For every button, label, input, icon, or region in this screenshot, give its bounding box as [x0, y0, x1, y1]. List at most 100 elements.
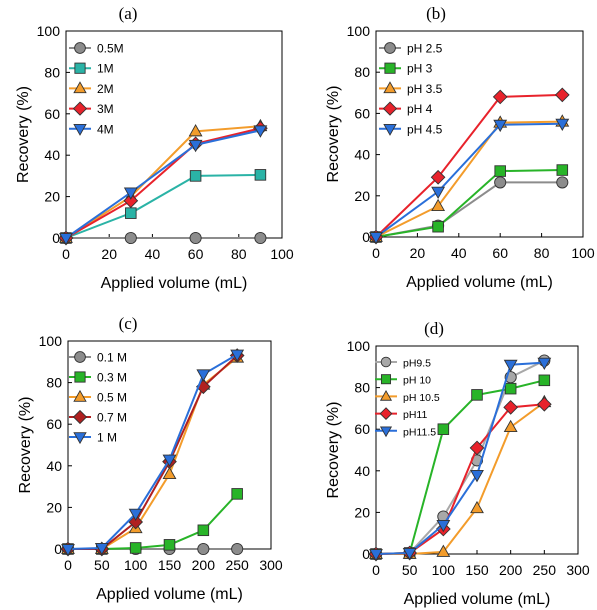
legend-label: 0.1 M	[97, 351, 127, 365]
data-point	[124, 231, 137, 245]
data-point	[188, 124, 203, 137]
y-tick-label: 0	[54, 541, 62, 557]
data-point	[402, 548, 417, 561]
legend-label: 0.3 M	[97, 371, 127, 385]
y-tick-label: 60	[354, 421, 370, 437]
legend-marker	[380, 374, 392, 385]
data-point	[503, 419, 518, 433]
legend-a: 0.5M 1M 2M 3M 4M	[69, 42, 124, 136]
series-4m	[59, 125, 268, 246]
y-tick-label: 100	[37, 23, 61, 39]
data-point	[431, 186, 446, 200]
data-point	[231, 542, 244, 556]
series-line	[376, 401, 545, 555]
x-axis-title-d: Applied volume (mL)	[404, 591, 551, 608]
data-point	[471, 389, 483, 401]
x-tick-label: 50	[402, 562, 418, 578]
data-point	[492, 89, 508, 105]
data-point	[162, 454, 177, 467]
data-point	[123, 193, 139, 209]
x-tick-label: 200	[499, 562, 523, 578]
legend-marker	[384, 42, 396, 54]
y-axis-title-d: Recovery (%)	[325, 402, 342, 499]
series-line	[375, 169, 563, 238]
legend-b: pH 2.5 pH 3 pH 3.5 pH 4 pH 4.5	[379, 42, 443, 136]
data-point	[431, 198, 446, 212]
panel-letter-a: (a)	[119, 4, 138, 23]
y-tick-label: 80	[46, 375, 62, 391]
series-3m	[58, 120, 268, 246]
data-point	[470, 470, 484, 483]
data-point	[61, 544, 75, 557]
data-point	[231, 488, 243, 500]
legend-label: 0.7 M	[97, 411, 127, 425]
y-tick-label: 100	[347, 338, 371, 354]
data-point	[432, 220, 444, 233]
series-ph11.5	[369, 357, 552, 562]
legend-d: pH9.5 pH 10 pH 10.5 pH11 pH11.5	[375, 356, 440, 438]
data-point	[196, 369, 211, 382]
x-tick-label: 300	[259, 557, 283, 573]
data-point	[554, 87, 570, 103]
x-tick-label: 0	[62, 246, 70, 262]
x-tick-label: 60	[188, 246, 204, 262]
legend-label: pH 3	[407, 62, 433, 76]
series-line	[375, 122, 563, 238]
data-point	[123, 187, 138, 200]
panel-a: (a) 0 20 40 60 80 100 0 20 40 60 80 100 Applied volum…	[15, 4, 294, 292]
series-line	[65, 125, 261, 239]
legend-marker	[383, 124, 397, 136]
data-point	[536, 396, 552, 412]
data-point	[469, 440, 485, 456]
data-point	[430, 169, 446, 185]
x-tick-label: 20	[410, 245, 426, 261]
series-1m	[60, 169, 267, 244]
data-point	[493, 119, 508, 133]
x-tick-label: 80	[231, 246, 247, 262]
legend-label: pH 2.5	[407, 42, 443, 56]
panel-letter-c: (c)	[119, 314, 138, 333]
y-tick-label: 40	[354, 147, 370, 163]
legend-marker	[380, 356, 392, 368]
data-point	[163, 539, 176, 551]
legend-label: 3M	[97, 102, 114, 116]
data-point	[503, 400, 519, 415]
data-point	[369, 232, 383, 245]
panel-letter-b: (b)	[426, 4, 446, 23]
x-tick-label: 20	[101, 246, 117, 262]
data-point	[59, 233, 73, 246]
x-tick-label: 250	[533, 562, 557, 578]
data-point	[129, 542, 142, 554]
data-point	[189, 231, 202, 245]
legend-label: pH9.5	[403, 358, 431, 370]
x-tick-label: 100	[270, 246, 294, 262]
series-ph-10.5	[369, 394, 552, 559]
y-tick-label: 80	[354, 380, 370, 396]
series-line	[375, 361, 545, 555]
data-point	[230, 349, 245, 362]
data-point	[555, 118, 570, 132]
x-tick-label: 80	[534, 245, 550, 261]
series-line	[65, 129, 261, 239]
y-tick-label: 20	[46, 499, 62, 515]
legend-marker	[72, 101, 88, 116]
panel-b: (b) 0 20 40 60 80 100 0 20 40 60 80 100 Applied volum…	[325, 4, 595, 291]
panel-letter-d: (d)	[424, 319, 444, 338]
data-point	[556, 164, 569, 176]
y-tick-label: 40	[44, 147, 60, 163]
series-0.5-m	[61, 350, 245, 554]
x-tick-label: 100	[571, 245, 595, 261]
legend-label: pH11	[403, 409, 427, 421]
legend-marker	[74, 42, 86, 54]
data-point	[254, 169, 267, 181]
data-point	[254, 231, 267, 245]
legend-label: pH11.5	[403, 426, 436, 438]
legend-label: pH 10.5	[403, 392, 440, 404]
y-tick-label: 0	[362, 546, 370, 562]
data-point	[436, 544, 451, 557]
legend-marker	[73, 432, 87, 445]
y-axis-title-c: Recovery (%)	[17, 397, 34, 494]
data-point	[253, 125, 268, 138]
y-tick-label: 20	[354, 188, 370, 204]
x-tick-label: 100	[432, 562, 456, 578]
